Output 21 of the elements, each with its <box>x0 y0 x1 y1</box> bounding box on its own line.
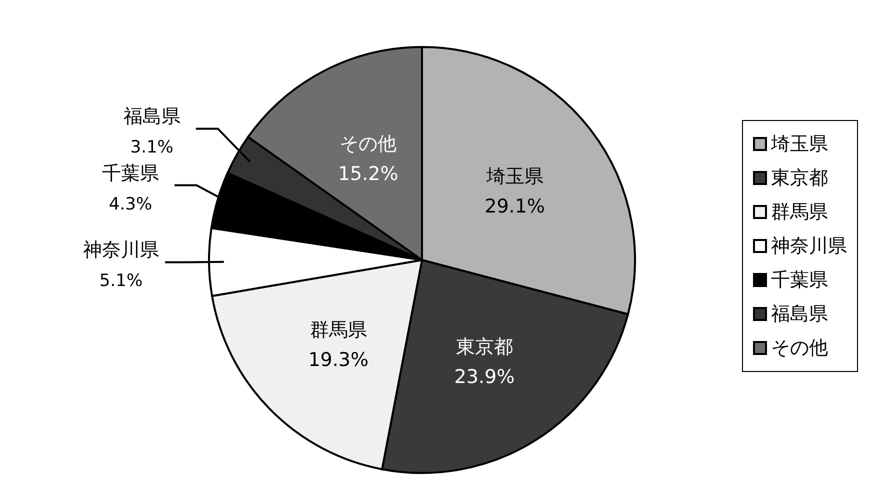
legend-label: 神奈川県 <box>771 234 847 259</box>
slice-label: 千葉県 <box>102 162 160 184</box>
data-label: 4.3% <box>108 194 152 214</box>
slice-label: 埼玉県 <box>485 165 544 188</box>
data-label: 15.2% <box>338 162 398 185</box>
legend-label: 埼玉県 <box>771 132 828 157</box>
legend-label: 福島県 <box>771 302 828 327</box>
slice-label: 群馬県 <box>310 319 367 342</box>
legend-label: その他 <box>771 336 828 361</box>
data-label: 5.1% <box>99 271 143 292</box>
slice-label: その他 <box>340 132 397 155</box>
data-label: 23.9% <box>454 366 515 388</box>
slice-label: 神奈川県 <box>83 239 160 262</box>
slice-label: 福島県 <box>123 106 180 128</box>
legend-label: 東京都 <box>771 166 828 191</box>
legend-label: 群馬県 <box>771 200 828 225</box>
data-label: 19.3% <box>308 349 369 372</box>
legend-label: 千葉県 <box>771 268 828 293</box>
data-label: 29.1% <box>484 195 545 218</box>
slice-label: 東京都 <box>456 336 513 358</box>
data-label: 3.1% <box>130 138 174 158</box>
